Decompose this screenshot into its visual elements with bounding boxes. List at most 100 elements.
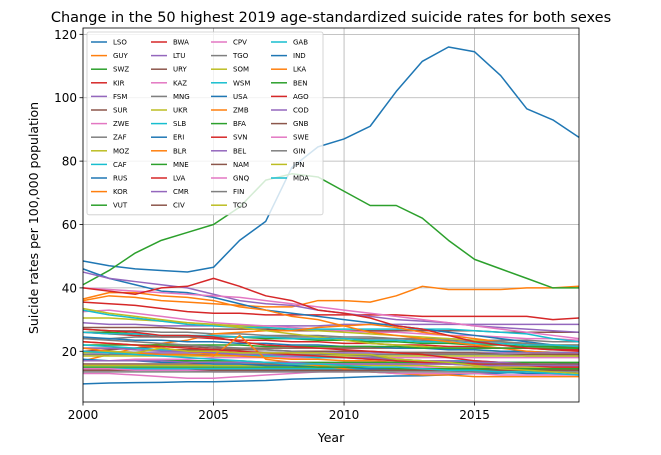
legend-label: LSO xyxy=(113,39,127,47)
legend-item: MNG xyxy=(151,93,190,101)
x-tick: 2010 xyxy=(329,402,360,422)
legend-item: CIV xyxy=(151,202,185,210)
legend-label: COD xyxy=(293,107,309,115)
y-tick-label: 80 xyxy=(62,155,77,169)
legend-item: KIR xyxy=(91,79,125,87)
series-line-mng xyxy=(83,336,579,346)
legend-item: ZMB xyxy=(211,107,249,115)
legend-item: TCD xyxy=(211,202,247,210)
legend-item: SVN xyxy=(211,134,247,142)
legend-item: COD xyxy=(271,107,309,115)
y-tick-label: 40 xyxy=(62,281,77,295)
legend-item: LTU xyxy=(151,52,185,60)
legend-label: FIN xyxy=(233,188,244,196)
series-line-zaf xyxy=(82,328,579,343)
legend-label: MOZ xyxy=(113,147,130,155)
legend-item: ZAF xyxy=(91,134,127,142)
legend-label: ERI xyxy=(173,134,184,142)
legend-label: LTU xyxy=(173,52,185,60)
legend-label: VUT xyxy=(113,202,128,210)
legend-item: KAZ xyxy=(151,79,187,87)
legend-label: BWA xyxy=(173,39,189,47)
series-lines xyxy=(82,46,580,385)
legend-label: CPV xyxy=(233,39,247,47)
legend-item: RUS xyxy=(91,175,128,183)
legend-label: GNB xyxy=(293,120,309,128)
legend-label: LKA xyxy=(293,66,306,74)
legend-item: AGO xyxy=(271,93,309,101)
legend-item: URY xyxy=(151,66,188,74)
y-axis-label: Suicide rates per 100,000 population xyxy=(26,102,41,334)
legend-item: BWA xyxy=(151,39,189,47)
legend-item: VUT xyxy=(91,202,128,210)
y-tick: 100 xyxy=(54,91,83,105)
series-line-kaz xyxy=(82,287,580,340)
legend-item: SLB xyxy=(151,120,186,128)
legend-item: BEN xyxy=(271,79,307,87)
x-tick: 2000 xyxy=(68,402,98,422)
legend-item: SWE xyxy=(271,134,309,142)
legend-label: ZMB xyxy=(233,107,249,115)
legend-item: MDA xyxy=(271,175,309,183)
legend-item: IND xyxy=(271,52,306,60)
x-axis-label: Year xyxy=(317,430,345,445)
legend-label: IND xyxy=(293,52,306,60)
series-line-zwe xyxy=(82,309,580,341)
legend-item: LVA xyxy=(151,175,185,183)
y-tick-label: 100 xyxy=(54,91,77,105)
legend-item: CPV xyxy=(211,39,247,47)
series-line-guy xyxy=(82,285,580,308)
legend-item: MOZ xyxy=(91,147,130,155)
x-tick-label: 2005 xyxy=(198,408,229,422)
legend-item: GNB xyxy=(271,120,309,128)
legend-item: BLR xyxy=(151,147,187,155)
y-tick: 120 xyxy=(54,28,83,42)
legend-item: CMR xyxy=(151,188,189,196)
legend-item: ERI xyxy=(151,134,184,142)
legend-label: KIR xyxy=(113,79,125,87)
legend-label: MNG xyxy=(173,93,190,101)
series-line-kir xyxy=(82,301,580,321)
legend-label: TCD xyxy=(232,202,247,210)
y-tick: 80 xyxy=(62,155,83,169)
legend-label: MNE xyxy=(173,161,189,169)
legend-item: JPN xyxy=(271,161,305,169)
legend-frame xyxy=(86,31,324,216)
chart-title: Change in the 50 highest 2019 age-standa… xyxy=(51,10,611,26)
legend-label: BEN xyxy=(293,79,307,87)
series-line-mne xyxy=(83,344,579,349)
legend-label: USA xyxy=(233,93,248,101)
legend-label: TGO xyxy=(232,52,249,60)
legend-label: RUS xyxy=(113,175,128,183)
legend-label: ZWE xyxy=(113,120,129,128)
series-line-swz xyxy=(82,173,579,289)
y-tick: 20 xyxy=(62,345,83,359)
legend-label: CIV xyxy=(173,202,185,210)
legend-label: ZAF xyxy=(113,134,127,142)
legend-label: GIN xyxy=(293,147,306,155)
legend-label: NAM xyxy=(233,161,249,169)
series-line-lso xyxy=(82,46,580,273)
x-tick-label: 2015 xyxy=(459,408,490,422)
legend-label: KAZ xyxy=(173,79,187,87)
legend-item: GIN xyxy=(271,147,306,155)
legend-label: LVA xyxy=(173,175,185,183)
legend-label: AGO xyxy=(293,93,309,101)
x-tick-label: 2010 xyxy=(329,408,360,422)
legend-label: CAF xyxy=(113,161,127,169)
legend-item: LSO xyxy=(91,39,127,47)
y-tick-label: 20 xyxy=(62,345,77,359)
legend-label: CMR xyxy=(173,188,189,196)
x-tick: 2005 xyxy=(198,402,229,422)
legend-item: GAB xyxy=(271,39,308,47)
legend-item: SUR xyxy=(91,107,128,115)
legend-label: SUR xyxy=(113,107,128,115)
legend-item: GUY xyxy=(91,52,129,60)
legend-label: SVN xyxy=(233,134,247,142)
legend-label: WSM xyxy=(233,79,250,87)
legend-label: BEL xyxy=(233,147,246,155)
legend-item: ZWE xyxy=(91,120,129,128)
legend-label: GNQ xyxy=(233,175,250,183)
legend-label: BFA xyxy=(233,120,246,128)
x-axis-ticks: 2000 2005 2010 2015 xyxy=(68,402,490,422)
